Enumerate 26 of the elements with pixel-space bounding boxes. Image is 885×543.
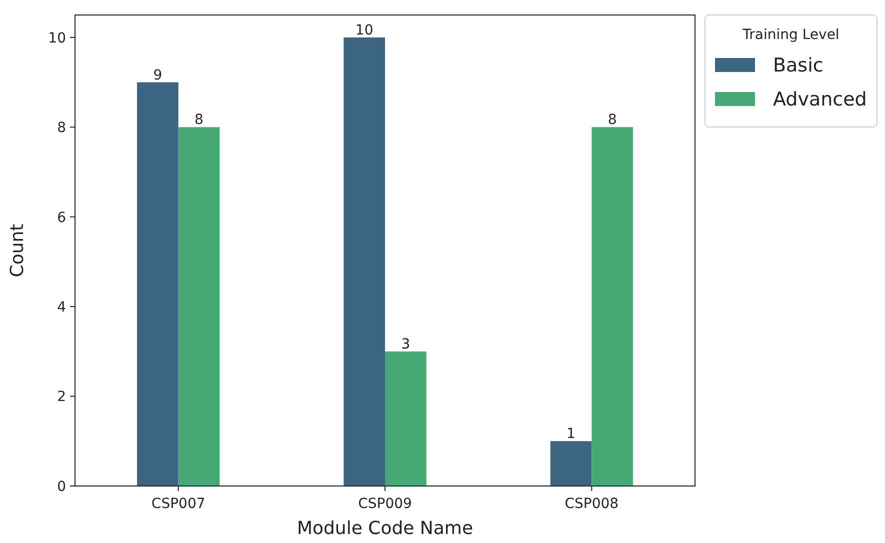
data-label: 3 (401, 336, 410, 352)
data-label: 8 (194, 112, 204, 128)
data-label: 8 (608, 112, 617, 128)
bar (385, 351, 426, 486)
legend-label: Advanced (773, 88, 867, 111)
y-tick-label: 8 (57, 120, 66, 136)
x-tick-label: CSP008 (564, 496, 619, 512)
x-tick-label: CSP009 (358, 496, 412, 512)
bar (550, 441, 592, 486)
data-label: 9 (153, 67, 162, 84)
y-tick-label: 2 (57, 389, 66, 406)
bar (592, 127, 633, 486)
data-label: 10 (355, 22, 374, 38)
x-axis-title: Module Code Name (296, 518, 474, 539)
legend-title: Training Level (742, 27, 840, 43)
y-tick-label: 4 (57, 299, 66, 316)
bar (178, 127, 220, 486)
y-tick-label: 0 (57, 478, 66, 495)
legend-label: Basic (773, 54, 824, 77)
x-tick-label: CSP007 (151, 496, 206, 512)
bar (137, 82, 178, 486)
y-tick-label: 10 (48, 30, 66, 46)
y-tick-label: 6 (57, 210, 66, 226)
bar (344, 37, 385, 486)
y-axis-title: Count (7, 224, 28, 278)
data-label: 1 (566, 426, 576, 442)
